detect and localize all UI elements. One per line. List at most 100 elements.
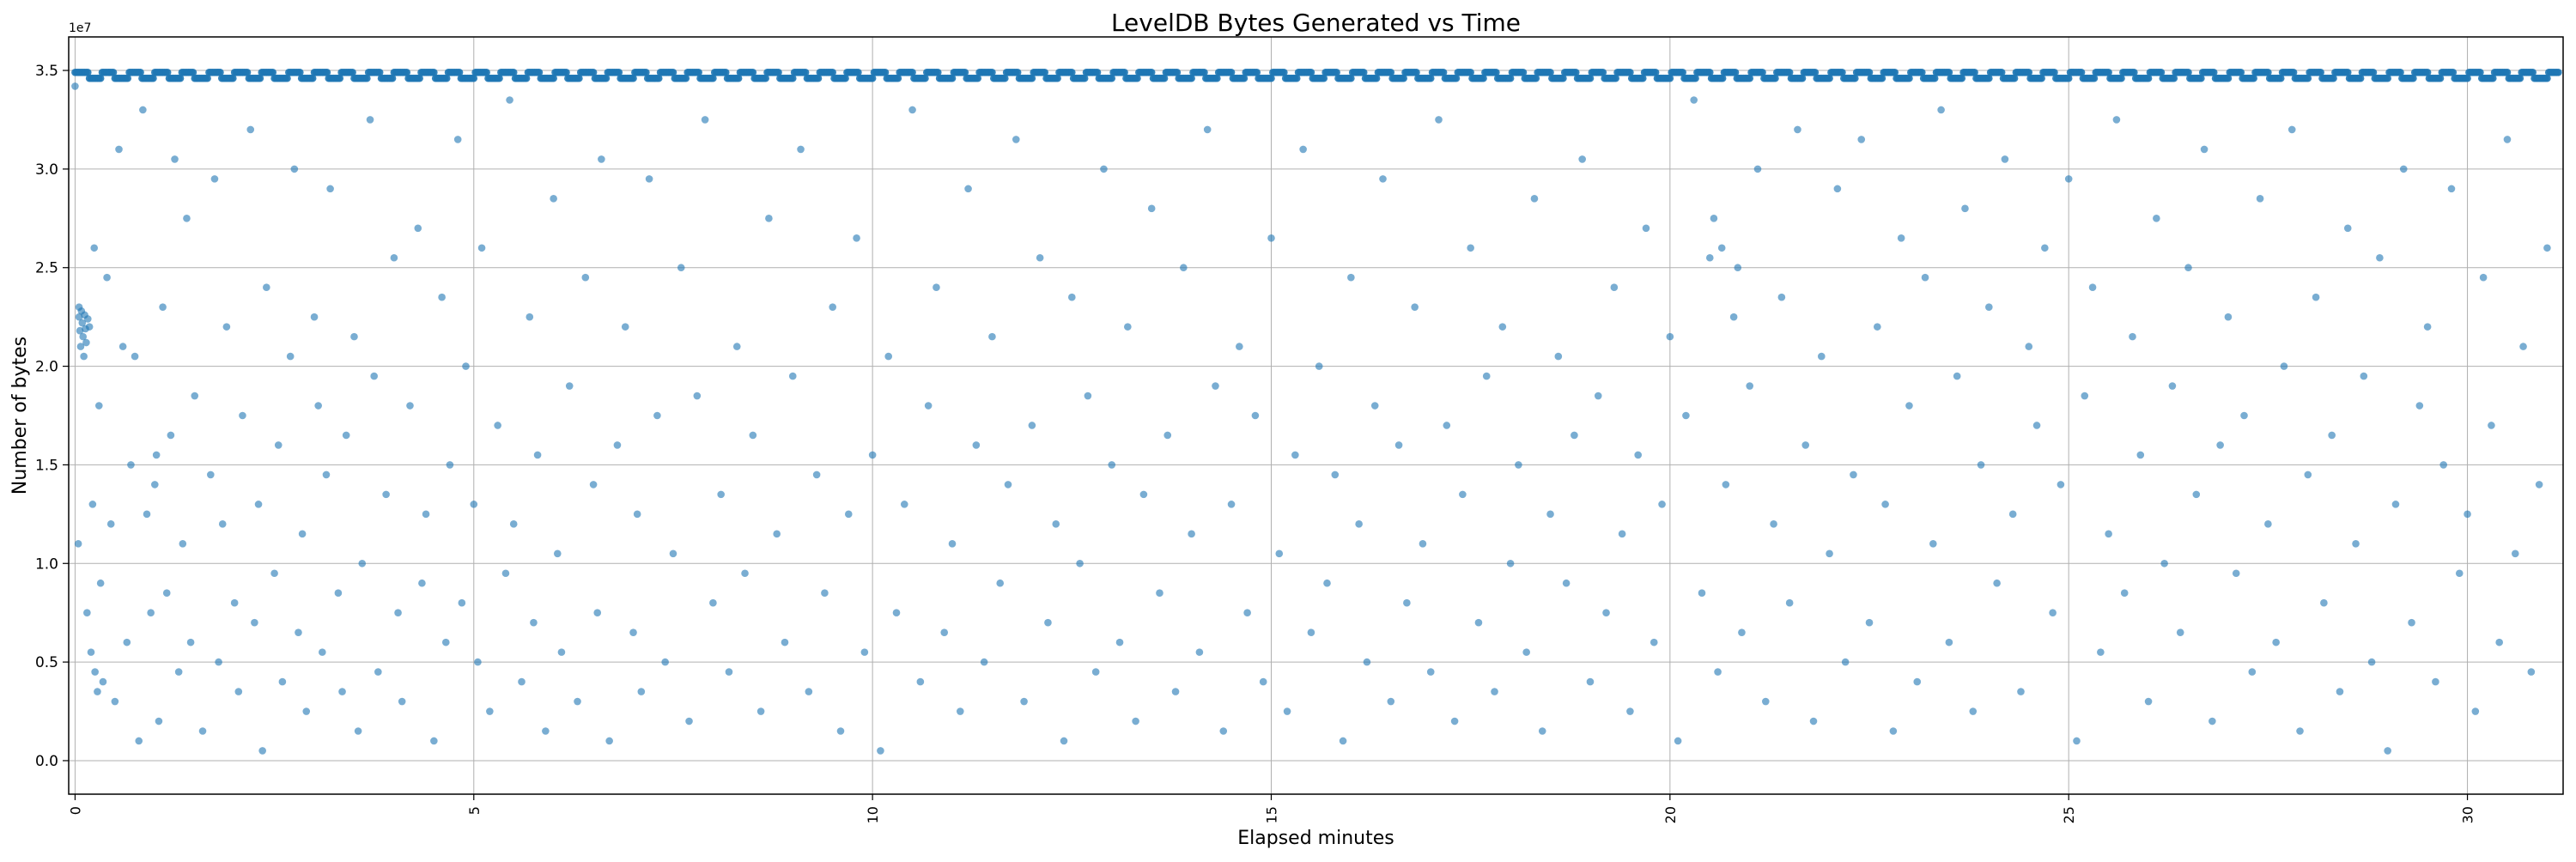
scatter-point [1905,74,1913,82]
y-axis-label: Number of bytes [9,337,31,495]
scatter-point [290,165,299,173]
scatter-point [980,658,988,666]
scatter-point [2519,343,2527,350]
scatter-point [483,69,490,76]
scatter-point [314,402,322,410]
scatter-point [83,609,91,616]
scatter-point [1679,69,1687,76]
scatter-point [1838,69,1846,76]
scatter-point [1147,204,1156,213]
scatter-point [1921,273,1929,282]
scatter-point [2073,737,2081,745]
scatter-point [1929,539,1937,548]
scatter-point [2304,74,2312,82]
scatter-point [693,392,702,400]
scatter-point [251,618,258,627]
scatter-point [302,707,311,715]
scatter-point [629,74,637,82]
scatter-point [2369,69,2378,76]
scatter-point [2439,461,2447,469]
scatter-point [1746,382,1754,390]
scatter-point [1826,74,1833,82]
scatter-point [1188,530,1195,538]
scatter-point [2168,382,2177,390]
scatter-point [1761,697,1770,706]
scatter-point [1467,244,1474,252]
scatter-point [535,69,544,76]
scatter-point [1044,618,1052,627]
scatter-point [2064,74,2073,82]
y-tick-label: 1.5 [35,457,58,474]
scatter-point [1905,402,1913,410]
scatter-point [1770,520,1777,528]
scatter-point [773,530,781,538]
scatter-point [453,136,462,143]
scatter-point [1028,422,1036,429]
scatter-point [2038,74,2045,82]
scatter-point [1571,69,1580,76]
scatter-point [2495,638,2504,646]
scatter-point [1958,74,1966,82]
scatter-point [509,69,518,76]
scatter-point [1945,638,1953,646]
scatter-point [216,69,224,76]
scatter-point [458,598,466,607]
scatter-point [283,74,291,82]
scatter-point [183,215,191,222]
scatter-point [1515,461,1522,469]
scatter-point [550,195,557,203]
scatter-point [1777,293,1786,301]
scatter-point [1370,402,1379,410]
scatter-point [972,441,981,449]
scatter-point [593,609,602,616]
scatter-point [501,569,510,578]
scatter-point [2503,69,2512,76]
y-tick-label: 2.0 [35,359,58,376]
scatter-point [438,293,446,301]
scatter-point [366,116,374,124]
scatter-point [721,69,730,76]
scatter-point [2423,323,2432,331]
scatter-point [2081,392,2089,400]
scatter-point [374,668,382,676]
scatter-point [210,175,219,183]
scatter-point [933,283,940,292]
scatter-point [1331,470,1340,479]
scatter-point [709,74,717,82]
scatter-point [1692,74,1699,82]
scatter-point [854,69,862,76]
scatter-point [2312,293,2320,301]
points-layer [71,82,2551,755]
scatter-point [1785,598,1794,607]
scatter-point [143,510,151,519]
scatter-point [2272,638,2280,646]
scatter-point [416,74,423,82]
scatter-point [1219,727,1228,735]
scatter-point [961,69,969,76]
scatter-point [354,727,362,735]
scatter-point [1267,74,1275,82]
scatter-point [894,74,902,82]
scatter-point [2317,69,2324,76]
scatter-point [326,185,334,193]
scatter-point [167,431,175,440]
scatter-point [2153,215,2160,222]
scatter-point [1160,74,1169,82]
scatter-point [1467,69,1474,76]
scatter-point [2041,244,2049,252]
scatter-point [653,411,661,420]
scatter-point [1731,69,1740,76]
scatter-point [575,74,583,82]
scatter-point [565,382,574,390]
scatter-point [229,74,237,82]
scatter-point [1139,490,1148,499]
scatter-point [1506,559,1515,568]
scatter-point [574,697,581,706]
scatter-point [1546,510,1554,519]
scatter-point [1403,598,1411,607]
scatter-point [149,74,157,82]
scatter-point [430,737,438,745]
scatter-point [2130,69,2138,76]
scatter-point [988,69,996,76]
scatter-point [1253,69,1261,76]
